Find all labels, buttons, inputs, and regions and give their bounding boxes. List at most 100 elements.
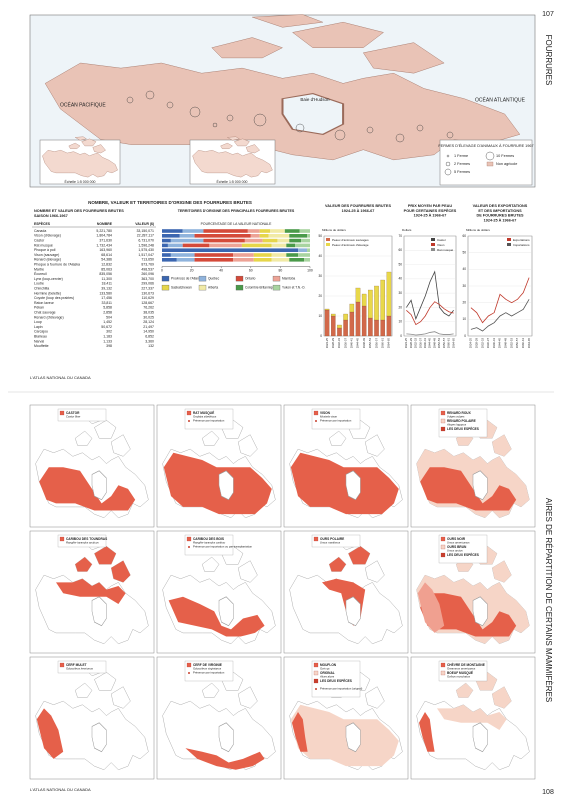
bar bbox=[374, 319, 379, 337]
table-cell: Phoque à fourrure de l'Alaska bbox=[34, 263, 80, 267]
range-area bbox=[290, 704, 399, 767]
table-cell: Écureuil bbox=[34, 271, 47, 276]
species-name: CERF MULET bbox=[66, 663, 87, 667]
table-cell: Mouffette bbox=[34, 344, 49, 348]
farm-symbol bbox=[189, 106, 201, 118]
bar bbox=[374, 285, 379, 321]
table-cell: 1,133 bbox=[103, 339, 112, 343]
species-name: RENARD ROUX bbox=[447, 411, 472, 415]
tick-label: 20 bbox=[190, 268, 194, 272]
table-cell: 5,858 bbox=[103, 306, 112, 310]
legend-box bbox=[438, 408, 488, 438]
species-latin: Vulpes vulpes bbox=[447, 414, 465, 418]
legend-swatch bbox=[272, 275, 281, 282]
legend-label: Alberta bbox=[208, 285, 218, 289]
table-cell: 130,673 bbox=[141, 291, 154, 295]
table-cell: 1,517,047 bbox=[138, 253, 154, 257]
line bbox=[406, 331, 454, 336]
y-tick-label: 0 bbox=[464, 334, 466, 338]
share-segment bbox=[167, 243, 183, 248]
farm-symbol bbox=[126, 96, 134, 104]
share-segment bbox=[301, 238, 310, 243]
species-note: Présence par importation bbox=[193, 419, 225, 423]
x-tick-label: 1960-61 bbox=[521, 338, 525, 349]
tick-label: 80 bbox=[279, 268, 283, 272]
share-segment bbox=[162, 229, 183, 233]
range-area bbox=[420, 467, 517, 511]
table-cell: 85,063 bbox=[101, 267, 112, 271]
farm-symbol bbox=[334, 129, 346, 141]
x-tick-label: 1960-61 bbox=[380, 338, 384, 349]
share-segment bbox=[286, 253, 299, 257]
species-map bbox=[161, 413, 277, 519]
legend-label: Non agricole bbox=[496, 162, 517, 166]
y-tick-label: 60 bbox=[398, 248, 402, 252]
legend-label: 10 Fermes bbox=[496, 154, 514, 158]
range-area bbox=[420, 593, 517, 637]
species-name: RAT MUSQUÉ bbox=[193, 410, 214, 415]
species-latin: Ovis sp. bbox=[320, 666, 330, 670]
share-segment bbox=[304, 258, 310, 262]
table-cell: 133,580 bbox=[99, 291, 112, 295]
share-segment bbox=[262, 238, 278, 243]
bar bbox=[386, 315, 392, 337]
share-segment bbox=[295, 243, 310, 248]
table-cell: 132 bbox=[148, 344, 154, 348]
share-segment bbox=[176, 258, 195, 262]
publisher: L'ATLAS NATIONAL DU CANADA bbox=[30, 375, 91, 380]
table-cell: Pékan bbox=[34, 306, 44, 310]
x-tick-label: 1932-33 bbox=[414, 338, 418, 349]
species-map bbox=[288, 665, 404, 771]
legend-swatch bbox=[313, 670, 319, 676]
farm-symbol bbox=[395, 133, 405, 143]
legend-swatch bbox=[59, 536, 65, 542]
share-segment bbox=[182, 229, 204, 233]
table-cell: 17,456 bbox=[101, 296, 112, 300]
share-segment bbox=[241, 243, 272, 248]
share-segment bbox=[244, 238, 263, 243]
legend-box bbox=[431, 243, 435, 246]
table-cell: Vison (d'élevage) bbox=[34, 234, 61, 238]
species-name: LES DEUX ESPÈCES bbox=[447, 426, 479, 431]
legend-label: Castor bbox=[437, 238, 446, 242]
table-cell: 713,650 bbox=[141, 258, 154, 262]
y-tick-label: 70 bbox=[398, 234, 402, 238]
species-name: MOUFLON bbox=[320, 663, 337, 667]
table-cell: 1,732,434 bbox=[96, 243, 112, 247]
y-tick-label: 40 bbox=[462, 267, 466, 271]
line bbox=[406, 270, 454, 321]
legend-swatch bbox=[440, 536, 446, 542]
table-cell: 3,360 bbox=[145, 339, 154, 343]
species-name: CARIBOU DES TOUNDRAS bbox=[66, 537, 107, 541]
tick-label: 40 bbox=[219, 268, 223, 272]
shares-title: TERRITOIRES D'ORIGINE DES PRINCIPALES FO… bbox=[178, 209, 295, 213]
farm-symbol bbox=[416, 124, 424, 132]
x-tick-label: 1940-41 bbox=[423, 338, 427, 349]
table-cell: 363,700 bbox=[141, 277, 154, 281]
x-tick-label: 1928-29 bbox=[474, 338, 478, 349]
legend-swatch bbox=[313, 662, 319, 668]
ocean-label: OCÉAN PACIFIQUE bbox=[60, 101, 106, 108]
bar bbox=[355, 287, 361, 303]
table-cell: Martre bbox=[34, 267, 44, 271]
chart-title: PRIX MOYEN PAR PEAU bbox=[408, 204, 452, 208]
legend-box bbox=[438, 534, 488, 564]
legend-swatch bbox=[186, 662, 192, 668]
farm-symbol bbox=[226, 114, 234, 122]
legend-swatch bbox=[440, 544, 446, 550]
axis-title: Dollars bbox=[402, 228, 412, 232]
range-area bbox=[417, 582, 445, 633]
table-cell: 68,614 bbox=[101, 253, 112, 257]
chart-title: VALEUR DES FOURRURES BRUTES bbox=[325, 204, 391, 208]
species-latin: Rangifer tarandus caribou bbox=[193, 540, 226, 544]
bar bbox=[349, 303, 355, 313]
table-cell: Vison (sauvage) bbox=[34, 253, 59, 257]
table-cell: 39,132 bbox=[101, 287, 112, 291]
legend-swatch bbox=[440, 426, 446, 432]
legend-box bbox=[57, 660, 107, 674]
species-map bbox=[161, 665, 277, 771]
species-name: ORIGNAL bbox=[320, 671, 335, 675]
x-tick-label: 1964-65 bbox=[387, 338, 391, 349]
table-cell: Castor bbox=[34, 239, 45, 243]
y-tick-label: 20 bbox=[398, 305, 402, 309]
